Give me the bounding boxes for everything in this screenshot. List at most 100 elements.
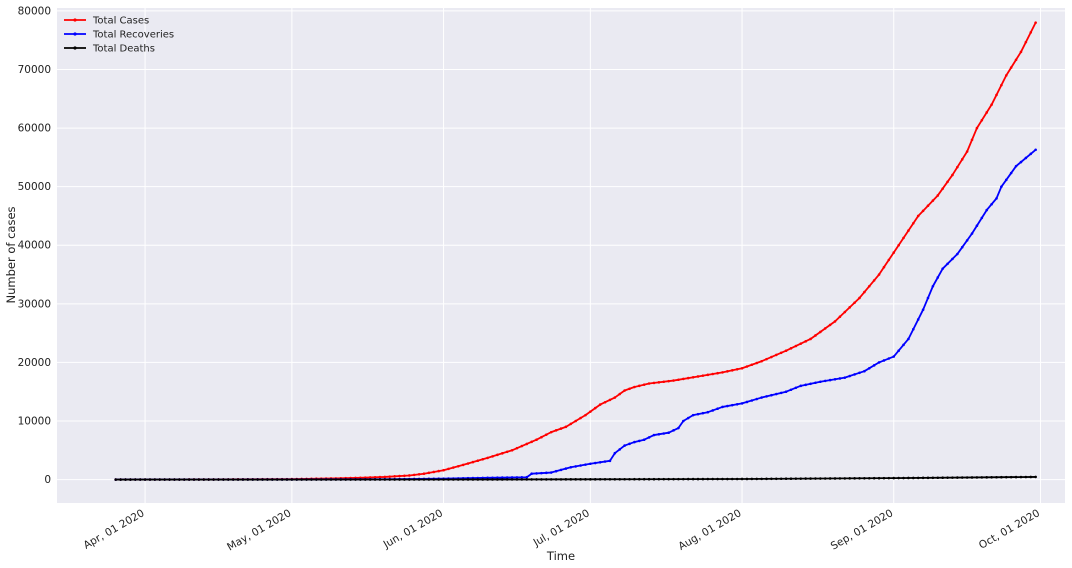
data-point: [652, 433, 656, 437]
data-point: [378, 478, 382, 481]
data-point: [373, 478, 377, 481]
data-point: [1004, 74, 1008, 77]
gridlines: [57, 8, 1065, 503]
data-point: [535, 478, 538, 481]
data-point: [1009, 475, 1013, 479]
data-point: [804, 340, 807, 343]
data-point: [907, 476, 910, 480]
data-point: [990, 103, 993, 106]
data-point: [877, 361, 881, 364]
data-point: [794, 344, 798, 348]
data-point: [657, 432, 661, 436]
data-point: [564, 467, 568, 470]
data-point: [647, 436, 651, 439]
data-point: [750, 363, 754, 367]
data-point: [667, 431, 670, 435]
data-point: [422, 478, 426, 481]
data-point: [755, 397, 759, 401]
data-point: [838, 315, 842, 319]
data-point: [500, 452, 504, 455]
data-point: [515, 478, 519, 481]
data-point: [887, 476, 891, 480]
data-point: [691, 413, 695, 417]
y-tick-label: 0: [44, 474, 51, 486]
data-point: [589, 462, 592, 466]
y-tick-labels: 0 10000 20000 30000 40000 50000 60000 70000 8000…: [18, 5, 51, 486]
y-axis-label: Number of cases: [4, 206, 18, 303]
data-point: [222, 478, 225, 481]
data-point: [765, 395, 768, 398]
data-point: [672, 477, 675, 481]
data-point: [652, 477, 656, 481]
data-point: [603, 460, 607, 463]
data-point: [623, 444, 626, 447]
legend-label: Total Recoveries: [92, 30, 174, 41]
data-point: [310, 478, 313, 481]
data-point: [427, 471, 431, 475]
data-point: [716, 477, 719, 481]
data-point: [398, 474, 401, 478]
data-point: [711, 409, 714, 412]
data-point: [956, 476, 959, 479]
data-point: [579, 464, 582, 467]
data-point: [730, 477, 734, 481]
data-point: [1034, 148, 1037, 152]
data-point: [672, 429, 675, 432]
data-point: [153, 478, 157, 481]
x-tick-label: May, 01 2020: [225, 507, 293, 553]
data-point: [902, 476, 905, 480]
data-point: [1019, 50, 1023, 54]
data-point: [912, 476, 915, 480]
data-point: [500, 478, 504, 481]
data-point: [266, 478, 269, 481]
data-point: [882, 265, 886, 269]
data-point: [799, 342, 803, 345]
data-point: [863, 369, 866, 373]
legend-label: Total Deaths: [92, 44, 155, 55]
data-point: [315, 478, 318, 481]
data-point: [970, 476, 974, 479]
data-point: [1000, 475, 1003, 479]
data-point: [133, 478, 137, 481]
x-tick-label: Oct, 01 2020: [977, 507, 1042, 552]
data-point: [554, 478, 558, 481]
data-point: [158, 478, 162, 481]
data-point: [564, 425, 568, 429]
data-point: [119, 478, 122, 481]
data-point: [647, 382, 651, 385]
data-point: [383, 475, 387, 479]
data-point: [804, 477, 807, 480]
data-point: [1000, 83, 1003, 87]
data-point: [819, 330, 822, 334]
data-point: [236, 478, 240, 481]
data-point: [549, 478, 553, 481]
data-point: [593, 461, 597, 465]
data-point: [217, 478, 220, 481]
data-point: [926, 476, 930, 480]
data-point: [794, 477, 798, 480]
y-tick-label: 50000: [18, 181, 51, 193]
data-point: [877, 476, 881, 480]
data-point: [823, 477, 827, 480]
data-point: [789, 388, 793, 392]
data-point: [809, 477, 812, 480]
data-point: [598, 478, 602, 481]
data-point: [887, 258, 891, 262]
data-point: [432, 478, 436, 481]
data-point: [295, 478, 299, 481]
data-point: [686, 376, 690, 380]
data-point: [540, 435, 543, 439]
data-point: [965, 239, 969, 242]
data-point: [613, 477, 617, 481]
data-point: [510, 476, 514, 479]
data-point: [554, 429, 558, 432]
data-point: [956, 252, 959, 256]
data-point: [1009, 66, 1013, 69]
legend-entry: Total Cases: [64, 16, 149, 27]
data-point: [471, 478, 475, 481]
data-point: [682, 377, 685, 381]
data-point: [794, 386, 798, 390]
data-point: [246, 478, 250, 481]
series-lines: [114, 21, 1037, 481]
